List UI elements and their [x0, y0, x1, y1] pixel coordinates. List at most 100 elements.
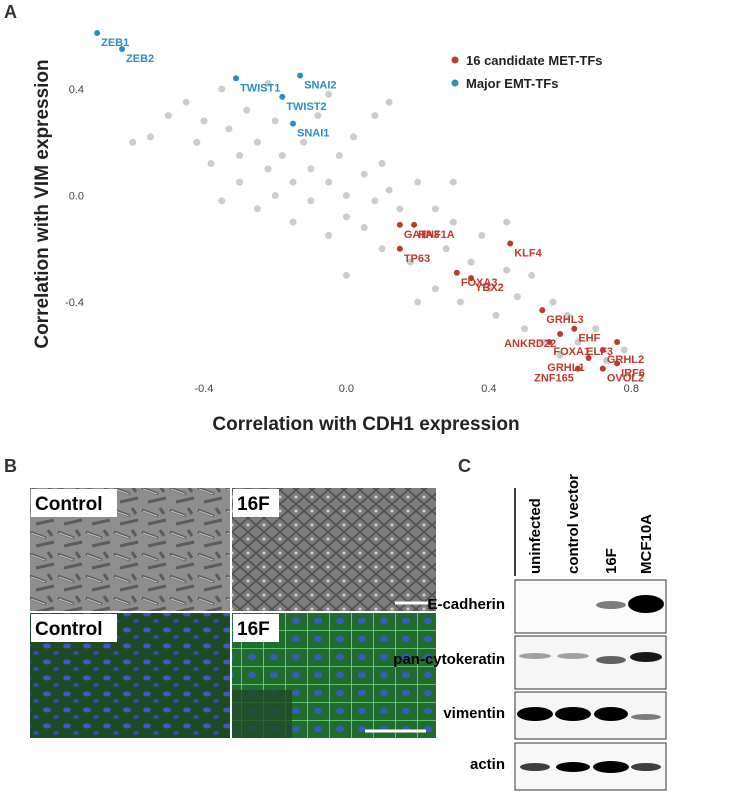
- point: [253, 205, 261, 213]
- panel-label: A: [4, 2, 17, 22]
- point: [314, 112, 322, 120]
- point: [456, 298, 464, 306]
- legend-label: 16 candidate MET-TFs: [466, 53, 603, 68]
- point: [119, 45, 126, 52]
- lane-label: uninfected: [527, 498, 544, 574]
- point: [193, 138, 201, 146]
- image-label: Control: [35, 619, 103, 640]
- point: [467, 258, 475, 266]
- point: [264, 80, 272, 88]
- point: [342, 271, 350, 279]
- point: [271, 117, 279, 125]
- point: [342, 213, 350, 221]
- point: [485, 285, 493, 293]
- point-label: ZEB2: [126, 53, 154, 65]
- point: [325, 231, 333, 239]
- point: [129, 138, 137, 146]
- point-label: ELF3: [586, 346, 613, 358]
- band: [593, 761, 629, 773]
- point: [297, 72, 304, 79]
- y-tick-label: 0.0: [69, 191, 84, 203]
- point: [218, 85, 226, 93]
- band: [596, 656, 626, 664]
- point: [503, 266, 511, 274]
- band: [631, 763, 661, 771]
- label-box: [31, 489, 117, 517]
- point: [528, 271, 536, 279]
- band: [555, 707, 591, 721]
- point-label: EHF: [578, 333, 600, 345]
- point-label: IRF6: [621, 367, 645, 379]
- point: [164, 112, 172, 120]
- point: [385, 186, 393, 194]
- point: [614, 339, 621, 346]
- legend-label: Major EMT-TFs: [466, 76, 558, 91]
- band: [630, 652, 662, 662]
- lane-label: MCF10A: [638, 514, 655, 574]
- point: [300, 138, 308, 146]
- point: [571, 325, 578, 332]
- y-tick-label: 0.4: [69, 84, 84, 96]
- point-label: ANKRD22: [504, 338, 556, 350]
- point: [279, 93, 286, 100]
- point: [218, 197, 226, 205]
- point-label: TP63: [404, 253, 430, 265]
- point: [468, 275, 475, 282]
- point-label: GRHL2: [607, 354, 644, 366]
- point-label: KLF4: [514, 247, 542, 259]
- point-label: GRHL3: [546, 314, 583, 326]
- point: [556, 351, 564, 359]
- point: [599, 365, 606, 372]
- point: [396, 221, 403, 228]
- point: [325, 90, 333, 98]
- band: [596, 601, 626, 609]
- legend-marker: [451, 79, 459, 87]
- x-axis-label: Correlation with CDH1 expression: [212, 414, 519, 435]
- point-label: ZNF165: [534, 373, 574, 385]
- point: [421, 231, 429, 239]
- point: [539, 307, 546, 314]
- point: [360, 170, 368, 178]
- image-shadow: [232, 690, 292, 738]
- point: [557, 331, 564, 338]
- point: [371, 112, 379, 120]
- point: [574, 365, 581, 372]
- western-blot: uninfected control vector 16F MCF10A E-c…: [393, 474, 667, 791]
- point: [94, 29, 101, 36]
- point: [289, 218, 297, 226]
- point: [563, 311, 571, 319]
- point: [207, 160, 215, 168]
- point: [503, 218, 511, 226]
- point: [599, 347, 606, 354]
- y-tick-label: -0.4: [65, 297, 84, 309]
- point-label: TWIST2: [286, 101, 326, 113]
- point-label: GATA3: [404, 229, 440, 241]
- band: [519, 653, 551, 659]
- band: [628, 595, 664, 613]
- point: [414, 298, 422, 306]
- point: [200, 117, 208, 125]
- band: [594, 707, 628, 721]
- point: [507, 240, 514, 247]
- point: [431, 205, 439, 213]
- micrographs: Control 16F Control 16F: [30, 488, 436, 738]
- protein-label: actin: [470, 756, 505, 773]
- point: [264, 165, 272, 173]
- point: [378, 160, 386, 168]
- label-box: [233, 489, 279, 517]
- point: [411, 221, 418, 228]
- point: [233, 75, 240, 82]
- point: [225, 125, 233, 133]
- x-tick-label: 0.8: [624, 383, 639, 395]
- point: [407, 258, 415, 266]
- point: [492, 311, 500, 319]
- point-label: FOXA1: [553, 346, 590, 358]
- band: [520, 763, 550, 771]
- x-tick-label: 0.4: [481, 383, 496, 395]
- point: [478, 231, 486, 239]
- protein-label: vimentin: [443, 705, 505, 722]
- point: [371, 197, 379, 205]
- point-label: TWIST1: [240, 82, 280, 94]
- point: [243, 106, 251, 114]
